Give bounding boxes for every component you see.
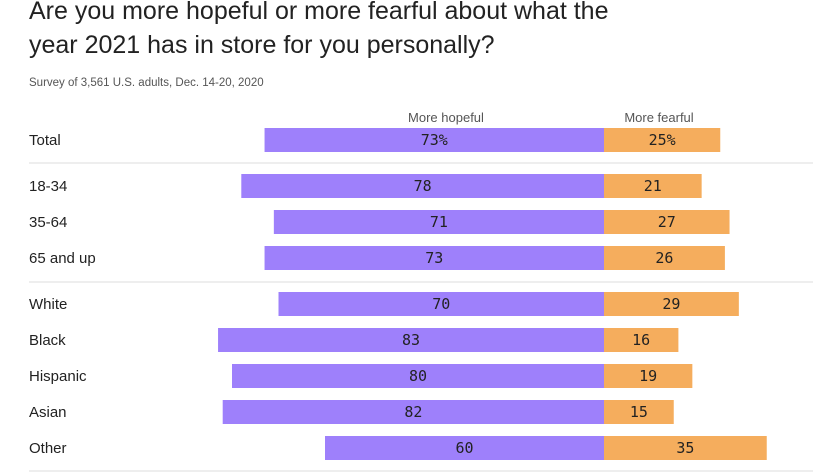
chart-subtitle: Survey of 3,561 U.S. adults, Dec. 14-20,…	[29, 77, 264, 89]
value-label-hopeful-35-64: 71	[430, 213, 448, 231]
value-label-fearful-total: 25%	[649, 131, 676, 149]
bar-fearful-35-64	[604, 210, 730, 234]
bar-hopeful-hispanic	[232, 364, 604, 388]
bar-hopeful-35-64	[273, 210, 604, 234]
column-header-more-fearful: More fearful	[624, 110, 693, 125]
bar-fearful-18-34	[604, 174, 702, 198]
row-label-35-64: 35-64	[29, 214, 67, 231]
row-label-total: Total	[29, 132, 61, 149]
bar-fearful-total	[604, 128, 721, 152]
bar-fearful-65-and-up	[604, 246, 725, 270]
bar-hopeful-18-34	[241, 174, 605, 198]
row-label-hispanic: Hispanic	[29, 368, 87, 385]
row-label-white: White	[29, 296, 67, 313]
value-label-fearful-hispanic: 19	[639, 367, 657, 385]
row-label-65-and-up: 65 and up	[29, 250, 96, 267]
bar-hopeful-asian	[222, 400, 604, 424]
value-label-fearful-35-64: 27	[658, 213, 676, 231]
value-label-fearful-18-34: 21	[644, 177, 662, 195]
bar-fearful-hispanic	[604, 364, 693, 388]
value-label-hopeful-hispanic: 80	[409, 367, 427, 385]
bar-hopeful-total	[264, 128, 604, 152]
value-label-hopeful-total: 73%	[421, 131, 448, 149]
bar-hopeful-black	[218, 328, 605, 352]
row-label-black: Black	[29, 332, 66, 349]
row-label-18-34: 18-34	[29, 178, 67, 195]
bar-hopeful-65-and-up	[264, 246, 604, 270]
value-label-fearful-white: 29	[662, 295, 680, 313]
bar-fearful-other	[604, 436, 767, 460]
bar-hopeful-white	[278, 292, 604, 316]
value-label-fearful-black: 16	[632, 331, 650, 349]
value-label-hopeful-65-and-up: 73	[425, 249, 443, 267]
value-label-hopeful-other: 60	[455, 439, 473, 457]
row-label-asian: Asian	[29, 404, 67, 421]
value-label-hopeful-18-34: 78	[414, 177, 432, 195]
bar-fearful-white	[604, 292, 739, 316]
row-label-other: Other	[29, 440, 67, 457]
column-header-more-hopeful: More hopeful	[408, 110, 484, 125]
value-label-fearful-65-and-up: 26	[655, 249, 673, 267]
value-label-hopeful-black: 83	[402, 331, 420, 349]
value-label-fearful-other: 35	[676, 439, 694, 457]
value-label-hopeful-white: 70	[432, 295, 450, 313]
value-label-fearful-asian: 15	[630, 403, 648, 421]
bar-fearful-asian	[604, 400, 674, 424]
bar-fearful-black	[604, 328, 679, 352]
bar-hopeful-other	[325, 436, 604, 460]
chart-title: Are you more hopeful or more fearful abo…	[29, 0, 609, 59]
value-label-hopeful-asian: 82	[404, 403, 422, 421]
